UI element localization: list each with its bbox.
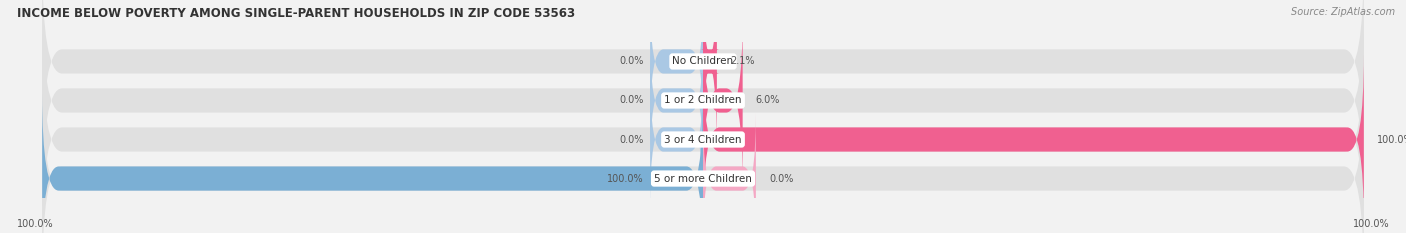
FancyBboxPatch shape bbox=[650, 34, 703, 166]
FancyBboxPatch shape bbox=[650, 0, 703, 127]
Text: 0.0%: 0.0% bbox=[619, 56, 644, 66]
FancyBboxPatch shape bbox=[42, 0, 1364, 206]
Text: 0.0%: 0.0% bbox=[619, 96, 644, 106]
Text: Source: ZipAtlas.com: Source: ZipAtlas.com bbox=[1291, 7, 1395, 17]
Text: 0.0%: 0.0% bbox=[769, 174, 793, 184]
FancyBboxPatch shape bbox=[42, 34, 1364, 233]
FancyBboxPatch shape bbox=[703, 15, 742, 186]
FancyBboxPatch shape bbox=[42, 74, 1364, 233]
Text: 100.0%: 100.0% bbox=[17, 219, 53, 229]
FancyBboxPatch shape bbox=[650, 74, 703, 206]
FancyBboxPatch shape bbox=[42, 93, 703, 233]
Text: 100.0%: 100.0% bbox=[607, 174, 644, 184]
Text: 1 or 2 Children: 1 or 2 Children bbox=[664, 96, 742, 106]
FancyBboxPatch shape bbox=[703, 54, 1364, 225]
Text: No Children: No Children bbox=[672, 56, 734, 66]
FancyBboxPatch shape bbox=[700, 0, 720, 147]
Text: INCOME BELOW POVERTY AMONG SINGLE-PARENT HOUSEHOLDS IN ZIP CODE 53563: INCOME BELOW POVERTY AMONG SINGLE-PARENT… bbox=[17, 7, 575, 20]
FancyBboxPatch shape bbox=[42, 0, 1364, 166]
Text: 0.0%: 0.0% bbox=[619, 134, 644, 144]
Text: 5 or more Children: 5 or more Children bbox=[654, 174, 752, 184]
Text: 100.0%: 100.0% bbox=[1376, 134, 1406, 144]
FancyBboxPatch shape bbox=[703, 113, 756, 233]
Text: 3 or 4 Children: 3 or 4 Children bbox=[664, 134, 742, 144]
Text: 2.1%: 2.1% bbox=[730, 56, 755, 66]
Text: 100.0%: 100.0% bbox=[1353, 219, 1389, 229]
Text: 6.0%: 6.0% bbox=[756, 96, 780, 106]
